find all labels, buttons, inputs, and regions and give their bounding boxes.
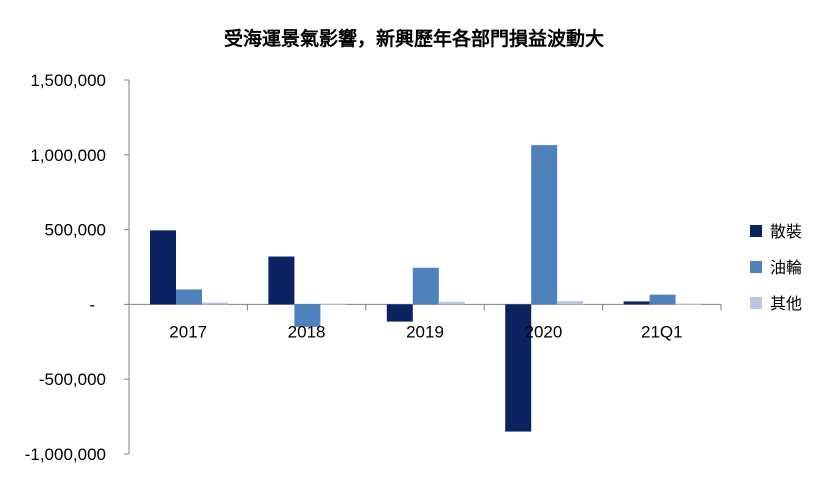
legend-label: 油輪 [770, 258, 802, 277]
bar [150, 230, 176, 305]
y-tick-label: - [89, 295, 95, 314]
bar [623, 301, 650, 305]
x-tick-label: 2019 [406, 322, 444, 341]
legend-swatch [750, 297, 762, 309]
x-tick-label: 21Q1 [641, 322, 683, 341]
bar [268, 256, 295, 305]
bar [176, 289, 202, 305]
legend-label: 散裝 [770, 222, 802, 241]
bar [649, 294, 676, 305]
bar [557, 301, 584, 305]
bar [202, 302, 228, 305]
bar [675, 303, 702, 305]
bar [320, 303, 347, 305]
bar [412, 267, 439, 305]
x-tick-label: 2017 [169, 322, 207, 341]
legend-swatch [750, 225, 762, 237]
y-tick-label: 1,000,000 [30, 146, 106, 165]
y-tick-label: -1,000,000 [25, 445, 106, 464]
y-tick-label: 1,500,000 [30, 71, 106, 90]
bar [386, 304, 413, 322]
chart-title: 受海運景氣影響，新興歷年各部門損益波動大 [224, 27, 604, 50]
bar [438, 301, 465, 305]
y-tick-label: 500,000 [45, 221, 106, 240]
bar [294, 304, 321, 327]
legend-swatch [750, 261, 762, 273]
bar [505, 304, 532, 432]
bar [531, 145, 558, 305]
plot-area: 1,500,000 1,000,000 500,000 - -500,000 -1,000… [25, 71, 722, 464]
y-tick-label: -500,000 [39, 370, 106, 389]
legend-label: 其他 [770, 294, 802, 313]
x-tick-label: 2020 [524, 322, 562, 341]
x-tick-label: 2018 [288, 322, 326, 341]
